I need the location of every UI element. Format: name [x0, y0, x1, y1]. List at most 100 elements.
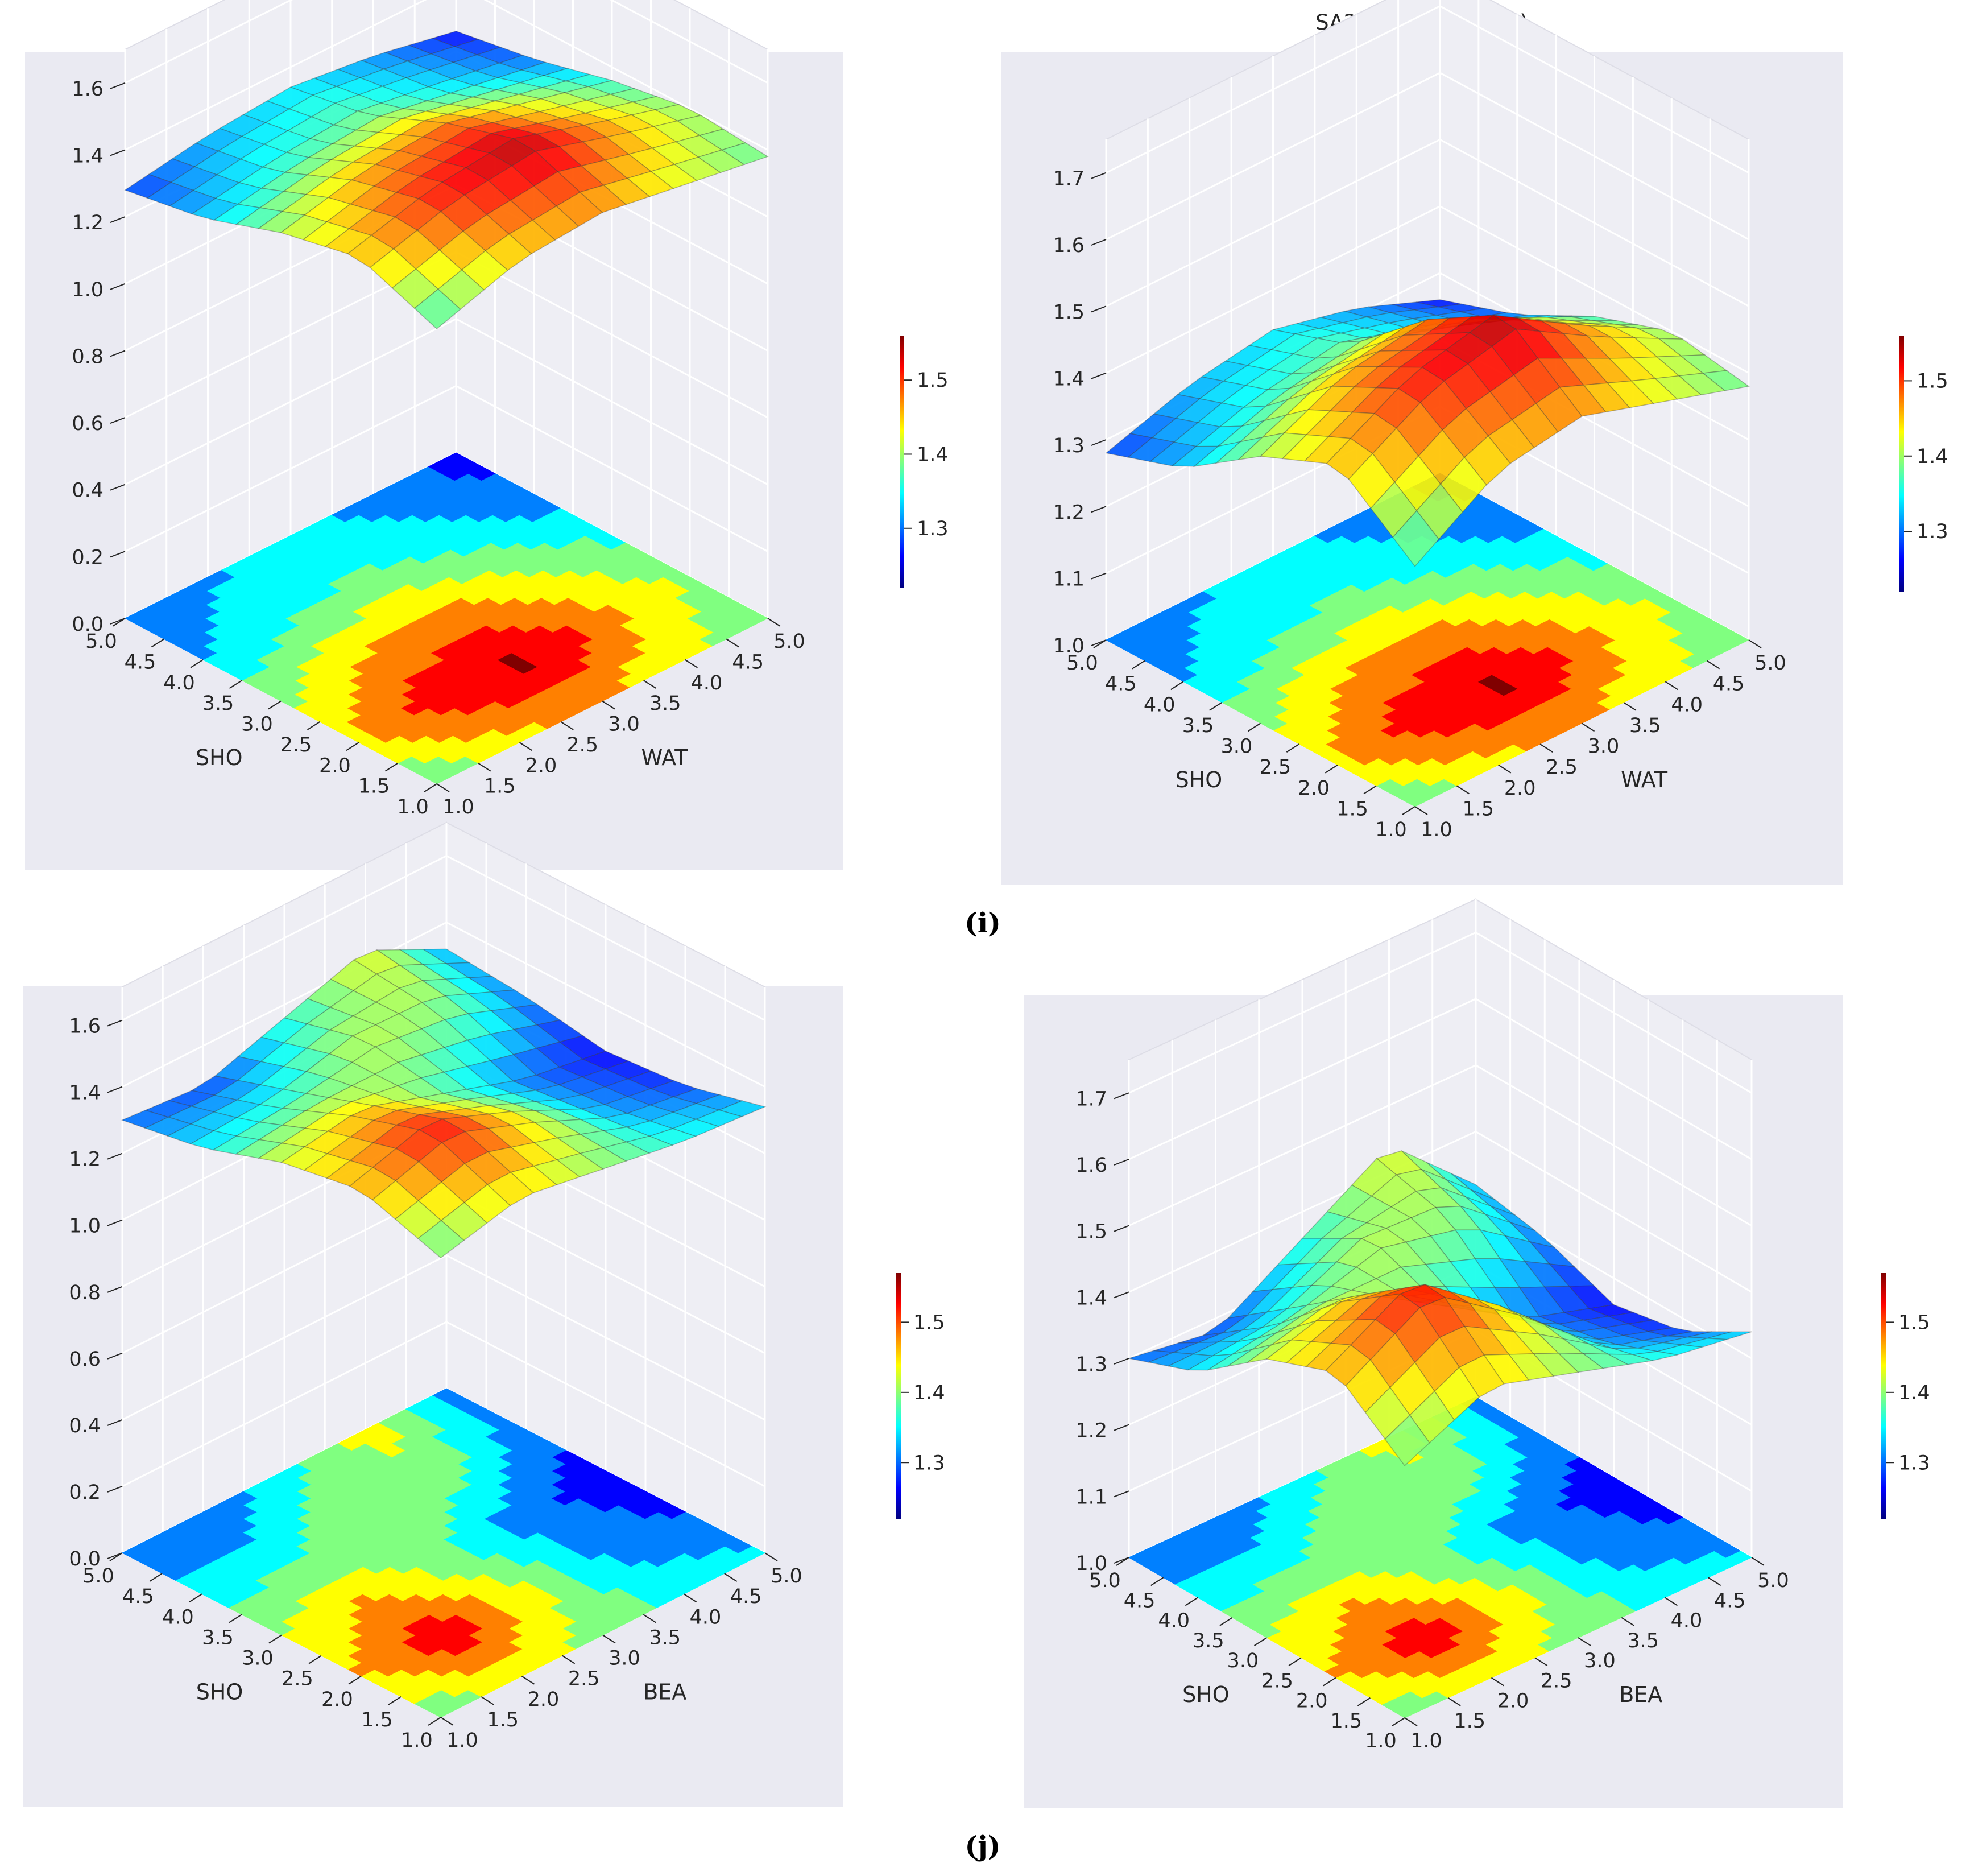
y-tick-label: 1.0: [1375, 819, 1407, 841]
surface-cell: [471, 100, 518, 111]
colorbar-tick-label: 1.5: [917, 369, 949, 392]
z-tick-label: 1.0: [72, 279, 104, 301]
z-tick-label: 1.7: [1053, 168, 1085, 191]
surface-cell: [189, 1130, 238, 1151]
x-tick-label: 1.0: [446, 1729, 478, 1752]
x-tick-mark: [481, 1696, 494, 1705]
x-tick-mark: [1708, 1577, 1721, 1586]
z-tick-mark: [107, 1552, 123, 1559]
z-tick-label: 0.2: [72, 546, 104, 569]
x-tick-label: 4.0: [1671, 1610, 1703, 1633]
surface-cell: [395, 175, 444, 200]
y-tick-mark: [1253, 1637, 1268, 1646]
z-tick-label: 1.6: [72, 78, 104, 101]
surface-cell: [1591, 323, 1637, 329]
y-tick-mark: [1219, 1617, 1233, 1626]
z-tick-mark: [1091, 305, 1107, 313]
x-tick-label: 3.0: [1588, 735, 1620, 758]
x-tick-label: 2.0: [1497, 1690, 1529, 1713]
surface-cell: [630, 109, 679, 127]
z-tick-mark: [1114, 1092, 1129, 1100]
chart-3-group: 1.0 1.5 2.0 2.5 3.0 3.5 4.0 4.5 5.0 BEA 1.0 1.5 2.0 2…: [69, 821, 945, 1752]
surface-cell: [330, 959, 378, 991]
surface-cell: [1392, 510, 1439, 567]
z-tick-label: 1.6: [69, 1015, 101, 1038]
z-tick-mark: [107, 1286, 123, 1293]
colorbar-tick-label: 1.4: [1898, 1382, 1930, 1404]
surface-cell: [1370, 481, 1418, 538]
x-tick-label: 3.0: [609, 1647, 640, 1670]
y-tick-mark: [268, 700, 282, 710]
x-axis-label: BEA: [643, 1679, 686, 1704]
surface-cell: [671, 1119, 720, 1137]
x-tick-mark: [1621, 1617, 1634, 1626]
surface-cell: [1220, 385, 1269, 408]
z-tick-mark: [110, 551, 126, 558]
z-tick-label: 1.2: [72, 212, 104, 234]
z-tick-label: 0.2: [69, 1481, 101, 1504]
y-axis-label: SHO: [196, 1679, 243, 1704]
x-tick-mark: [764, 1552, 778, 1561]
surface-cell: [533, 1137, 581, 1160]
y-tick-label: 3.5: [202, 1626, 234, 1649]
x-tick-label: 2.0: [525, 754, 557, 777]
surface-cell: [1215, 436, 1264, 464]
y-tick-mark: [384, 762, 399, 772]
x-tick-mark: [1707, 660, 1720, 670]
surface-cell: [417, 1220, 465, 1259]
x-tick-mark: [478, 762, 491, 772]
x-tick-label: 4.5: [732, 651, 764, 673]
z-tick-label: 1.6: [1075, 1154, 1107, 1177]
surface-cell: [1372, 427, 1419, 483]
z-tick-mark: [110, 618, 126, 625]
surface-cell: [510, 1166, 558, 1193]
surface-cell: [214, 1056, 262, 1081]
y-tick-mark: [308, 1655, 322, 1664]
surface-cell: [395, 1114, 444, 1130]
z-tick-mark: [107, 1352, 123, 1360]
surface-cell: [370, 216, 419, 250]
y-tick-label: 2.0: [319, 754, 351, 777]
y-tick-mark: [1323, 1677, 1336, 1687]
y-tick-mark: [1325, 764, 1338, 774]
z-tick-mark: [1091, 506, 1107, 513]
x-tick-label: 1.0: [442, 796, 474, 819]
surface-cell: [1394, 455, 1442, 511]
surface-cell: [280, 1127, 329, 1147]
surface-cell: [444, 977, 493, 995]
x-tick-mark: [1456, 785, 1470, 795]
z-tick-mark: [107, 1219, 123, 1226]
surface-cell: [1567, 323, 1613, 328]
y-tick-label: 4.0: [1144, 693, 1176, 716]
surface-cell: [1129, 413, 1177, 439]
x-tick-label: 2.5: [1541, 1670, 1572, 1692]
z-tick-mark: [1091, 239, 1107, 246]
surface-cell: [1414, 306, 1460, 316]
x-tick-mark: [602, 700, 615, 710]
surface-cell: [1198, 381, 1247, 404]
colorbar-tick-label: 1.4: [1917, 445, 1948, 468]
y-tick-mark: [190, 659, 204, 668]
colorbar-tick-label: 1.3: [1917, 520, 1948, 543]
z-tick-mark: [1114, 1225, 1129, 1232]
z-tick-label: 0.6: [72, 412, 104, 435]
z-tick-mark: [110, 283, 126, 290]
y-tick-mark: [346, 742, 359, 751]
surface-cell: [1678, 373, 1726, 396]
surface-cell: [605, 131, 653, 155]
z-tick-label: 1.4: [1075, 1287, 1107, 1309]
x-tick-mark: [521, 1675, 535, 1685]
surface-cell: [535, 1067, 583, 1086]
colorbar: [900, 336, 904, 588]
surface-cell: [124, 173, 172, 199]
colorbar-tick-label: 1.5: [1917, 370, 1948, 392]
surface-cell: [1443, 363, 1491, 410]
y-tick-mark: [1363, 785, 1377, 795]
surface-cell: [533, 1120, 582, 1139]
y-tick-mark: [1247, 722, 1261, 732]
z-tick-label: 1.3: [1053, 435, 1085, 457]
surface-cell: [1329, 386, 1377, 413]
x-tick-label: 3.5: [649, 692, 681, 715]
y-axis-label: SHO: [196, 745, 243, 770]
